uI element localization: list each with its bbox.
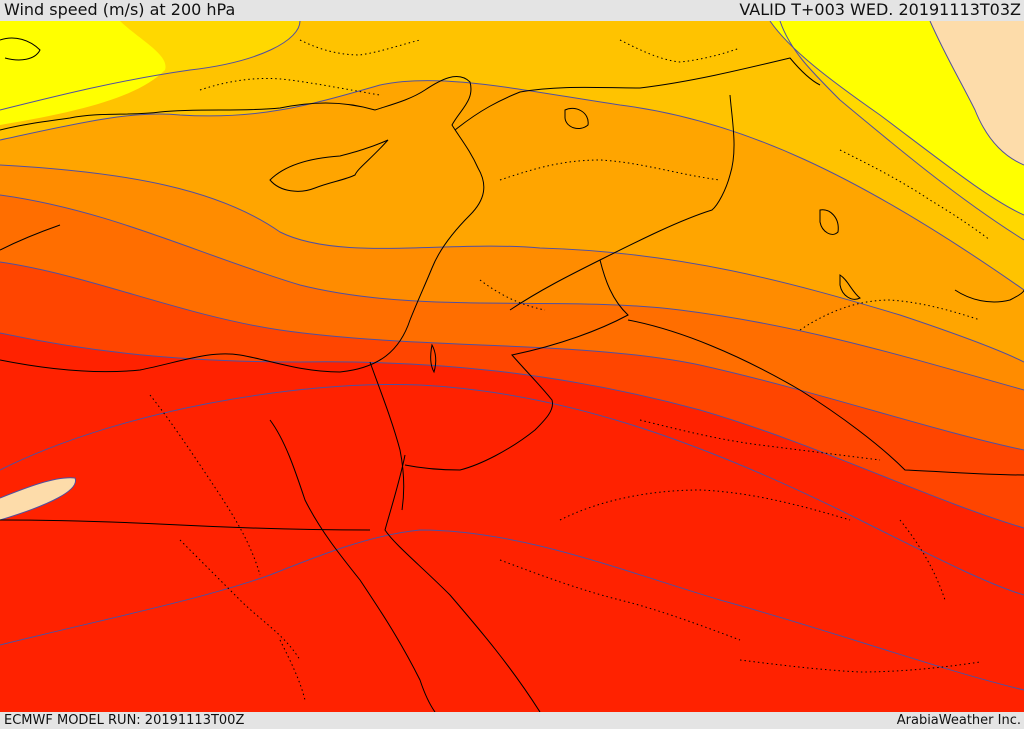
- dead-sea: [430, 343, 437, 374]
- wind-speed-map[interactable]: [0, 21, 1024, 712]
- contour-line: [0, 529, 1024, 691]
- red-sea-coast: [269, 419, 436, 712]
- credit-text: ArabiaWeather Inc.: [896, 713, 1021, 728]
- province-line: [739, 659, 981, 673]
- province-line: [179, 539, 301, 661]
- lake-coast: [819, 209, 839, 235]
- contour-line: [779, 21, 1024, 241]
- levant-coast: [0, 76, 485, 373]
- cyprus-coast: [269, 139, 389, 192]
- isotach-contours: [0, 21, 1024, 691]
- band-fill: [0, 21, 1024, 290]
- model-run: ECMWF MODEL RUN: 20191113T00Z: [4, 713, 245, 728]
- border-line: [0, 224, 61, 251]
- band-fill: [30, 74, 100, 94]
- province-line: [839, 149, 991, 241]
- contour-line: [929, 21, 1024, 166]
- contour-line: [0, 332, 1024, 529]
- turkey-coast: [0, 102, 376, 131]
- island-coast: [0, 37, 41, 61]
- province-line: [499, 559, 741, 641]
- coastlines: [0, 37, 1024, 712]
- border-line: [0, 519, 371, 531]
- province-line: [559, 489, 851, 521]
- footer-bar: ECMWF MODEL RUN: 20191113T00Z ArabiaWeat…: [0, 712, 1024, 729]
- province-line: [899, 519, 946, 601]
- band-fill: [0, 21, 166, 125]
- border-line: [369, 361, 405, 511]
- border-line: [404, 259, 629, 471]
- band-fill: [0, 477, 76, 520]
- contour-line: [0, 194, 1024, 391]
- province-line: [199, 78, 381, 96]
- province-boundaries: [149, 39, 991, 701]
- province-line: [149, 394, 261, 576]
- band-fill: [930, 21, 1024, 165]
- contour-line: [0, 477, 76, 521]
- aqaba-coast: [384, 454, 541, 712]
- border-line: [627, 319, 1024, 476]
- contour-line: [0, 261, 1024, 451]
- province-line: [619, 39, 741, 63]
- lake-coast: [564, 107, 589, 129]
- contour-line: [0, 80, 1024, 291]
- map-title: Wind speed (m/s) at 200 hPa: [4, 0, 236, 19]
- gulf-coast: [954, 289, 1024, 303]
- lake-coast: [839, 274, 861, 300]
- province-line: [639, 419, 881, 461]
- contour-line: [769, 21, 1024, 216]
- border-line: [509, 94, 735, 311]
- header-bar: Wind speed (m/s) at 200 hPa VALID T+003 …: [0, 0, 1024, 21]
- country-borders: [0, 57, 1024, 531]
- valid-time: VALID T+003 WED. 20191113T03Z: [739, 0, 1021, 19]
- province-line: [279, 639, 306, 701]
- border-line: [454, 57, 821, 131]
- contour-line: [0, 21, 301, 111]
- contour-line: [0, 384, 1024, 596]
- province-line: [299, 39, 421, 56]
- contour-line: [0, 164, 1024, 363]
